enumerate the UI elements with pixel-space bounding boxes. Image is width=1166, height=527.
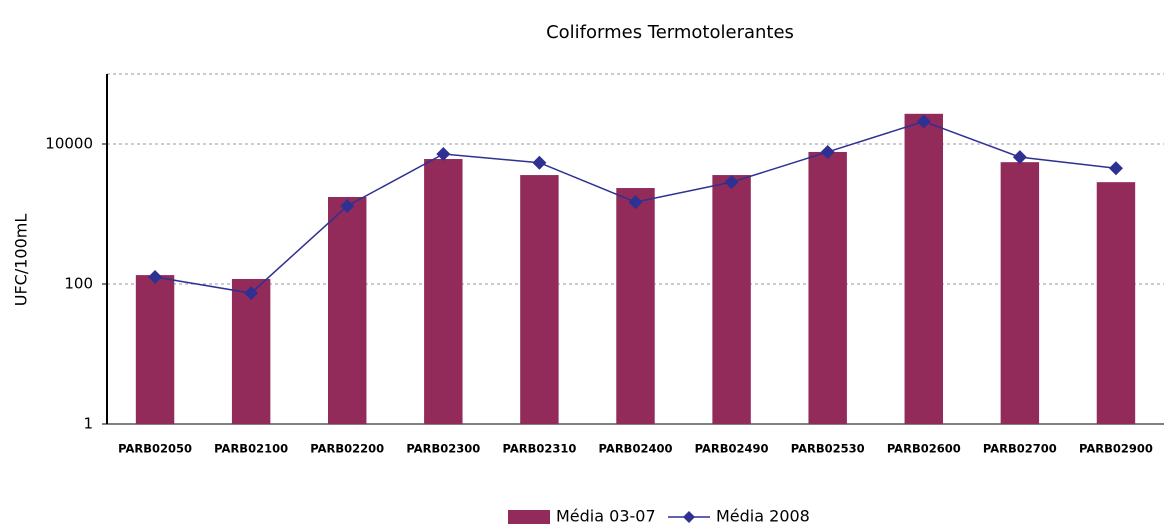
x-tick-label: PARB02200 [310,442,384,456]
marker [628,195,643,210]
marker [1108,161,1123,176]
marker [148,269,163,284]
x-tick-label: PARB02700 [983,442,1057,456]
legend-label: Média 2008 [716,507,810,526]
bar [808,151,847,424]
bar [328,196,367,424]
bar [616,188,655,424]
bar [1096,182,1136,424]
marker [436,146,451,161]
legend-marker [683,511,695,523]
bar [135,275,175,424]
x-tick-label: PARB02310 [502,442,576,456]
marker [244,286,259,301]
marker [532,155,547,170]
legend-swatch [508,510,550,524]
x-tick-label: PARB02100 [214,442,288,456]
bar [712,175,751,424]
bar [520,175,559,424]
marker [340,199,355,214]
y-tick-label: 100 [64,275,93,293]
y-tick-label: 1 [83,415,93,433]
bar [1000,162,1040,424]
legend-label: Média 03-07 [556,507,656,526]
x-tick-label: PARB02490 [695,442,769,456]
y-tick-label: 10000 [45,135,93,153]
y-axis-label: UFC/100mL [12,214,31,307]
marker [916,114,931,129]
marker [724,175,739,190]
x-tick-label: PARB02400 [599,442,673,456]
x-tick-label: PARB02530 [791,442,865,456]
marker [1012,150,1027,165]
x-tick-label: PARB02050 [118,442,192,456]
x-tick-label: PARB02600 [887,442,961,456]
bar [904,113,943,424]
marker [820,144,835,159]
bar [424,159,463,424]
chart-title: Coliformes Termotolerantes [546,22,794,43]
bar [231,278,271,424]
x-tick-label: PARB02900 [1079,442,1153,456]
x-tick-label: PARB02300 [406,442,480,456]
